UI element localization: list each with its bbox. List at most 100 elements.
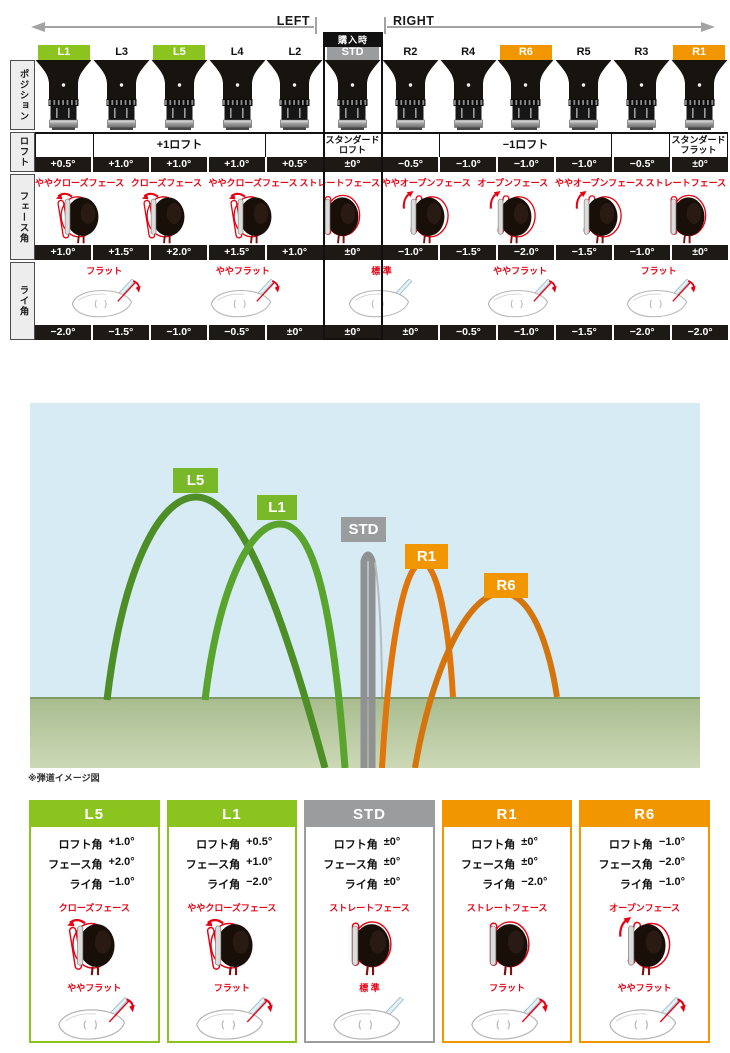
column-header-bar: R2 [384,45,436,60]
lie-angle-figure: ややフラット [174,262,313,323]
driver-lie-icon [608,996,686,1040]
face-angle-label: オープンフェース [609,903,681,913]
loft-group-row: +1ロフト スタンダードロフト −1ロフト スタンダードフラット [35,132,728,157]
hosel-adapter-icon [382,60,440,130]
spec-value-face: +2.0° [108,856,135,868]
card-specs: ロフト角 +1.0° フェース角 +2.0° ライ角 −1.0° [31,836,158,892]
lie-value-R2: ±0° [382,325,439,340]
card-specs: ロフト角 ±0° フェース角 ±0° ライ角 ±0° [306,836,433,892]
loft-group-label: −1ロフト [502,138,549,151]
spec-value-face: +1.0° [246,856,273,868]
lie-value-L5: −1.0° [150,325,207,340]
loft-value-R3: −0.5° [614,157,671,172]
trajectory-label-L1: L1 [257,495,297,520]
lie-angle-figure: フラット [35,262,174,323]
driver-face-icon [55,192,99,244]
face-value-L3: +1.5° [92,245,149,260]
column-header-bar: STD [326,45,379,60]
column-header-bar: R3 [615,45,667,60]
lie-angle-row: フラット ややフラット [35,262,728,323]
trajectory-label-L5: L5 [173,468,218,493]
face-value-R3: −1.0° [614,245,671,260]
face-angle-label: ややオープンフェース [381,178,471,188]
loft-value-L4: +1.0° [208,157,265,172]
face-angle-figure: オープンフェース [581,899,708,976]
hosel-adapter-icon [208,60,266,130]
card-specs: ロフト角 +0.5° フェース角 +1.0° ライ角 −2.0° [169,836,296,892]
column-header-R2: R2 [382,45,440,60]
driver-face-icon [228,192,272,244]
trajectory-label-STD: STD [341,517,386,542]
spec-label: ライ角 [619,879,653,891]
hosel-sleeve-icon [266,60,323,130]
lie-angle-figure: 標 準 [306,979,433,1046]
face-value-R4: −1.5° [440,245,497,260]
hosel-sleeve-icon [671,60,728,130]
column-header-bar: R5 [558,45,610,60]
face-value-L2: +1.0° [266,245,323,260]
driver-lie-icon [58,996,136,1040]
hosel-sleeve-icon [209,60,266,130]
face-angle-label: クローズフェース [130,178,202,188]
card-face-figure-slot: ややクローズフェース [169,892,296,976]
face-angle-label: ストレートフェース [466,903,548,913]
hosel-sleeve-icon [324,60,381,130]
lie-value-R3: −2.0° [614,325,671,340]
column-header-bar: L2 [269,45,321,60]
spec-value-loft: ±0° [521,836,538,848]
hosel-adapter-icon [439,60,497,130]
lie-angle-label: 標 準 [359,983,380,993]
loft-value-R2: −0.5° [382,157,439,172]
column-header-label: R2 [403,46,418,58]
spec-value-lie: −2.0° [246,876,273,888]
loft-group-cell [382,134,440,157]
driver-face-icon [670,194,707,244]
card-face-figure-slot: オープンフェース [581,892,708,976]
card-specs: ロフト角 ±0° フェース角 ±0° ライ角 −2.0° [444,836,571,892]
trajectory-curve-L1 [201,520,349,768]
lie-value-R4: −0.5° [440,325,497,340]
lie-angle-label: フラット [86,266,123,276]
column-header-R3: R3 [613,45,671,60]
spec-value-face: −2.0° [658,856,686,868]
face-angle-figure: ストレートフェース [298,174,382,245]
card-title: R1 [443,802,571,827]
lie-value-L2: ±0° [266,325,323,340]
spec-label: ロフト角 [608,839,653,851]
lie-angle-figure: フラット [444,979,571,1046]
face-angle-label: ストレートフェース [329,903,410,913]
driver-lie-icon [72,278,141,318]
driver-face-icon [489,191,536,244]
driver-lie-icon [626,278,696,318]
column-header-bar: R6 [499,45,552,60]
column-header-label: L5 [172,46,186,58]
face-angle-label: ややオープンフェース [554,178,644,188]
hosel-sleeve-icon [613,60,670,130]
lie-angle-label: ややフラット [215,266,270,276]
trajectory-label-R6: R6 [484,573,528,598]
column-header-label: STD [341,46,364,58]
driver-face-icon [489,921,530,976]
column-header-L1: L1 [35,45,93,60]
setting-cards: L5 ロフト角 +1.0° フェース角 +2.0° ライ角 −1.0° クローズフェー… [29,800,710,1043]
loft-group-cell [266,134,324,157]
trajectory-label-text: L1 [268,499,286,516]
face-angle-figure: ややクローズフェース [169,899,296,976]
face-angle-figure: ややクローズフェース [208,174,298,245]
trajectory-label-text: STD [348,521,379,538]
lie-angle-label: ややフラット [493,266,548,276]
card-lie-figure-slot: フラット [169,976,296,1046]
lie-value-R1: −2.0° [672,325,729,340]
hosel-adapter-icon [670,60,728,130]
column-header-L5: L5 [151,45,209,60]
hosel-adapter-icon [497,60,555,130]
loft-group-label: スタンダードロフト [325,135,380,155]
lie-value-R5: −1.5° [556,325,613,340]
column-header-bar: R1 [673,45,726,60]
face-angle-figure: ややオープンフェース [555,174,644,245]
card-lie-figure-slot: ややフラット [31,976,158,1046]
face-value-R6: −2.0° [498,245,555,260]
loft-group-cell: スタンダードフラット [670,134,728,157]
card-lie-figure-slot: フラット [444,976,571,1046]
